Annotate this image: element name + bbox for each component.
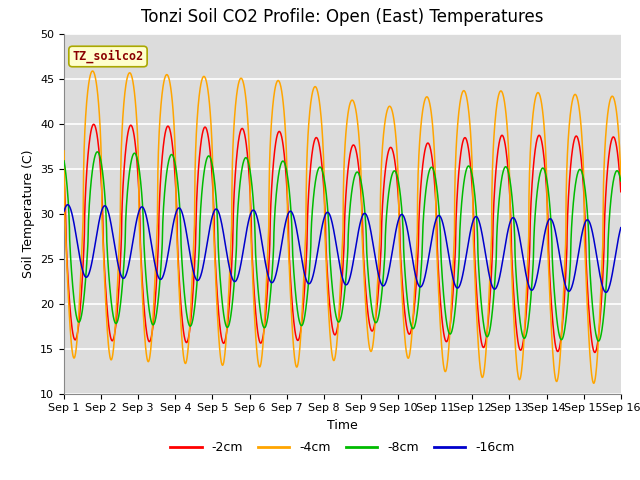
Text: TZ_soilco2: TZ_soilco2: [72, 50, 143, 63]
Legend: -2cm, -4cm, -8cm, -16cm: -2cm, -4cm, -8cm, -16cm: [165, 436, 520, 459]
X-axis label: Time: Time: [327, 419, 358, 432]
Title: Tonzi Soil CO2 Profile: Open (East) Temperatures: Tonzi Soil CO2 Profile: Open (East) Temp…: [141, 9, 543, 26]
Y-axis label: Soil Temperature (C): Soil Temperature (C): [22, 149, 35, 278]
